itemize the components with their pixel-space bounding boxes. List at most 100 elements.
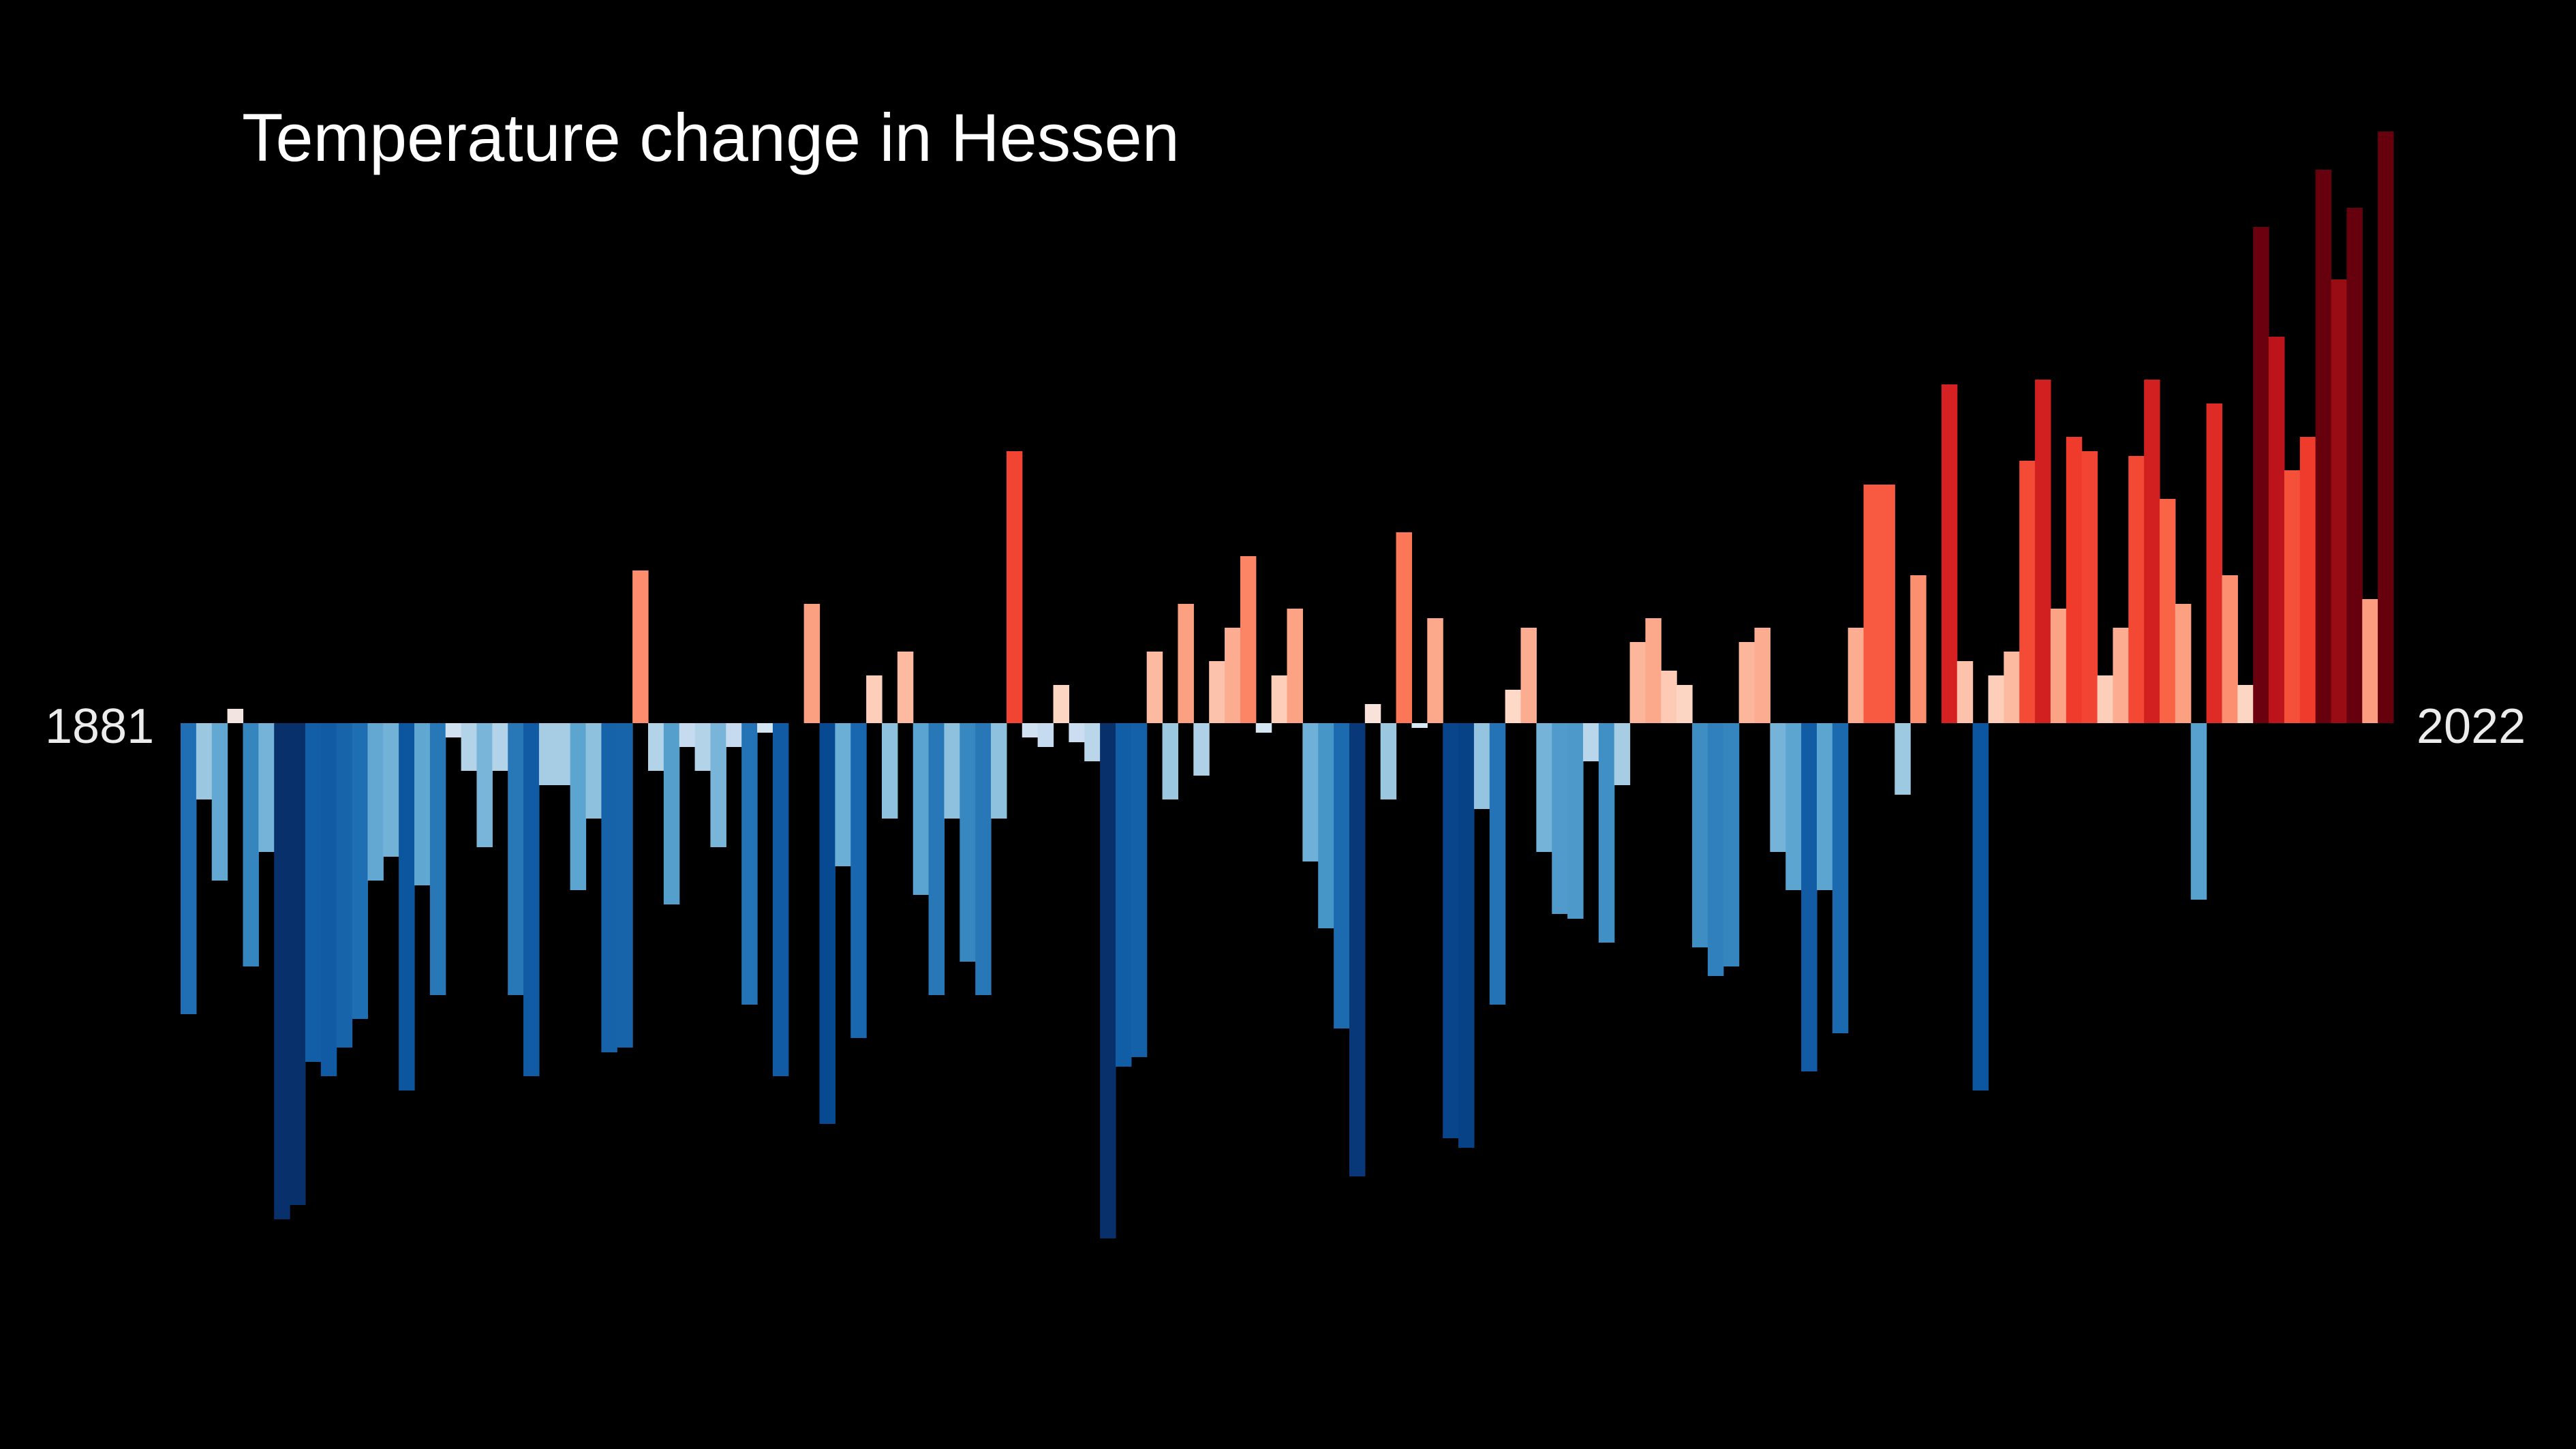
- bar-2020: [2346, 208, 2363, 723]
- bar-1921: [803, 604, 821, 723]
- bar-1959: [1396, 532, 1413, 723]
- bar-1985: [1801, 723, 1818, 1071]
- bar-1962: [1443, 723, 1459, 1138]
- bar-1909: [617, 723, 633, 1048]
- bar-2011: [2206, 403, 2223, 723]
- bar-1897: [429, 723, 446, 995]
- bar-2008: [2160, 499, 2176, 723]
- bar-2010: [2190, 723, 2207, 900]
- bar-1992: [1910, 575, 1927, 723]
- bar-1945: [1178, 604, 1194, 723]
- bar-1990: [1879, 485, 1895, 723]
- bar-1941: [1115, 723, 1132, 1067]
- bar-2002: [2066, 437, 2083, 723]
- bar-1958: [1380, 723, 1397, 799]
- bar-2019: [2331, 279, 2348, 723]
- bar-1976: [1661, 671, 1677, 723]
- bar-2017: [2299, 437, 2316, 723]
- bar-1929: [928, 723, 945, 995]
- bar-1984: [1785, 723, 1802, 890]
- bar-1994: [1941, 384, 1958, 723]
- bar-2000: [2035, 380, 2051, 723]
- bar-1908: [601, 723, 617, 1052]
- bar-1889: [305, 723, 322, 1062]
- bar-1914: [694, 723, 711, 771]
- bar-1893: [367, 723, 384, 881]
- bar-2018: [2315, 170, 2332, 723]
- bar-1916: [726, 723, 742, 747]
- bar-1960: [1411, 723, 1428, 728]
- bar-1896: [414, 723, 431, 885]
- bar-1943: [1146, 652, 1163, 723]
- bar-1890: [320, 723, 337, 1076]
- bar-2001: [2050, 609, 2067, 723]
- bar-2013: [2237, 685, 2254, 723]
- bar-1997: [1988, 675, 2004, 723]
- bar-1925: [866, 675, 883, 723]
- bar-1965: [1489, 723, 1506, 1005]
- bar-1973: [1614, 723, 1631, 785]
- bar-1952: [1287, 609, 1303, 723]
- bar-1982: [1754, 628, 1770, 723]
- bar-1913: [679, 723, 696, 747]
- bar-1887: [274, 723, 290, 1219]
- start-year-label: 1881: [45, 699, 155, 754]
- bar-1967: [1520, 628, 1537, 723]
- bar-1946: [1193, 723, 1210, 776]
- bar-1926: [881, 723, 898, 819]
- bar-1910: [632, 570, 649, 723]
- bar-1931: [960, 723, 976, 962]
- bar-1981: [1738, 642, 1755, 723]
- bar-1998: [2004, 652, 2020, 723]
- bar-1923: [835, 723, 851, 866]
- bar-1900: [476, 723, 493, 847]
- bar-2007: [2144, 380, 2160, 723]
- bar-1972: [1598, 723, 1615, 943]
- bar-1903: [523, 723, 540, 1076]
- bar-1901: [492, 723, 508, 771]
- bar-1963: [1458, 723, 1475, 1148]
- bar-1956: [1349, 723, 1366, 1176]
- bar-1938: [1069, 723, 1085, 742]
- bar-2014: [2253, 227, 2269, 723]
- bar-1886: [258, 723, 275, 852]
- bar-1911: [647, 723, 664, 771]
- bar-2021: [2362, 599, 2378, 723]
- bar-2016: [2284, 470, 2301, 723]
- bar-1970: [1567, 723, 1584, 919]
- bar-1924: [850, 723, 867, 1038]
- bar-1882: [196, 723, 213, 799]
- bar-1935: [1022, 723, 1039, 737]
- bar-2009: [2175, 604, 2192, 723]
- bar-1937: [1053, 685, 1069, 723]
- bar-2012: [2222, 575, 2238, 723]
- bar-1955: [1334, 723, 1350, 1028]
- bar-1957: [1364, 704, 1381, 723]
- bar-1986: [1816, 723, 1833, 890]
- bar-1964: [1473, 723, 1490, 809]
- bar-1942: [1131, 723, 1148, 1057]
- bar-1995: [1957, 661, 1974, 723]
- bar-1950: [1255, 723, 1272, 733]
- bar-1888: [290, 723, 306, 1205]
- bar-1989: [1863, 485, 1880, 723]
- bar-1904: [538, 723, 555, 785]
- bar-1978: [1692, 723, 1708, 947]
- bar-1918: [757, 723, 773, 733]
- bar-1936: [1037, 723, 1054, 747]
- bar-1983: [1770, 723, 1786, 852]
- bar-1892: [352, 723, 368, 1019]
- bar-1987: [1832, 723, 1849, 1033]
- bar-1917: [741, 723, 758, 1005]
- bar-1884: [227, 709, 244, 723]
- bar-1980: [1723, 723, 1740, 966]
- bar-2005: [2113, 628, 2129, 723]
- bar-1927: [897, 652, 914, 723]
- bar-1940: [1100, 723, 1116, 1238]
- bar-1999: [2019, 461, 2036, 723]
- bar-1899: [461, 723, 478, 771]
- bar-2015: [2269, 337, 2285, 723]
- bar-1919: [772, 723, 789, 1076]
- bar-1949: [1240, 556, 1257, 723]
